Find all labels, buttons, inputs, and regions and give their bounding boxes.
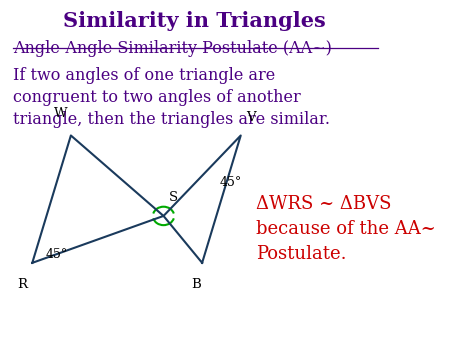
Text: R: R (18, 278, 27, 291)
Text: Similarity in Triangles: Similarity in Triangles (63, 11, 326, 31)
Text: 45°: 45° (220, 176, 242, 189)
Text: W: W (54, 107, 68, 120)
Text: Angle-Angle Similarity Postulate (AA~)-: Angle-Angle Similarity Postulate (AA~)- (13, 40, 338, 57)
Text: V: V (247, 111, 256, 124)
Text: ΔWRS ~ ΔBVS
because of the AA~
Postulate.: ΔWRS ~ ΔBVS because of the AA~ Postulate… (256, 195, 436, 263)
Text: 45°: 45° (46, 248, 68, 261)
Text: S: S (169, 191, 179, 204)
Text: If two angles of one triangle are
congruent to two angles of another
triangle, t: If two angles of one triangle are congru… (13, 67, 330, 128)
Text: B: B (191, 278, 201, 291)
